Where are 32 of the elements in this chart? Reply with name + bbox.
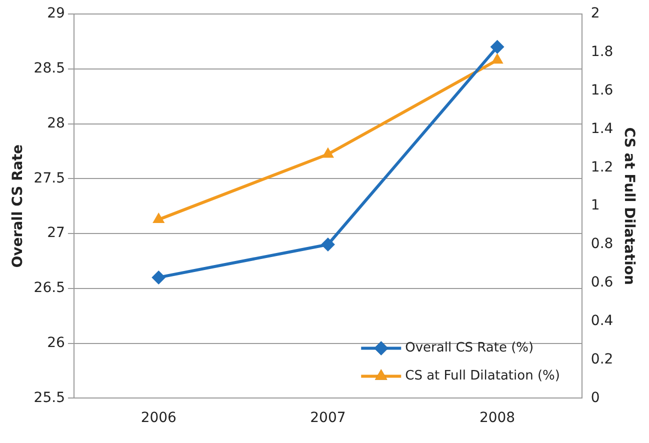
- legend-label: CS at Full Dilatation (%): [405, 368, 560, 384]
- y2-tick-label: 1.4: [590, 120, 614, 137]
- legend-label: Overall CS Rate (%): [405, 340, 534, 356]
- y-tick-label: 27.5: [34, 170, 65, 186]
- x-tick-label: 2007: [310, 410, 346, 426]
- point: [152, 212, 165, 224]
- y2-tick-label: 1.2: [590, 159, 614, 176]
- point: [320, 238, 335, 252]
- y2-tick-label: 0.8: [590, 236, 614, 252]
- y-tick-label: 26: [47, 334, 66, 351]
- point: [152, 270, 166, 284]
- y-tick-label: 29: [47, 6, 65, 22]
- y2-tick-label: 0.2: [590, 351, 614, 368]
- y2-tick-label: 1: [590, 198, 600, 214]
- y2-tick-label: 0.6: [590, 274, 614, 291]
- y2-tick-label: 0: [590, 390, 600, 406]
- point: [491, 53, 504, 64]
- y2-tick-label: 0.4: [590, 313, 614, 329]
- y2-tick-label: 1.6: [590, 82, 614, 98]
- y-tick-label: 28.5: [34, 60, 65, 77]
- y2-tick-label: 2: [590, 6, 600, 22]
- y-tick-label: 25.5: [34, 390, 65, 406]
- y2-tick-label: 1.8: [590, 44, 614, 60]
- point: [490, 40, 504, 54]
- y-tick-label: 26.5: [34, 280, 65, 296]
- y2-axis-title: CS at Full Dilatation: [620, 127, 637, 285]
- x-tick-label: 2006: [140, 410, 177, 426]
- y-tick-label: 27: [47, 225, 65, 242]
- y-tick-label: 28: [47, 115, 65, 132]
- point: [322, 147, 334, 158]
- y-axis-title: Overall CS Rate: [10, 144, 26, 268]
- x-tick-label: 2008: [479, 410, 516, 426]
